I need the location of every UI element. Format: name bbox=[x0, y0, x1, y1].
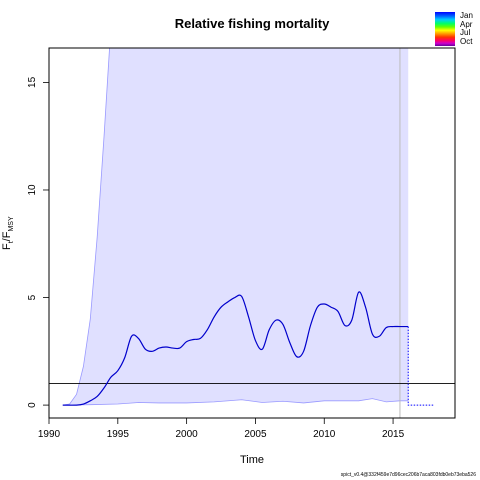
y-tick-label: 15 bbox=[27, 76, 38, 88]
confidence-band bbox=[62, 48, 409, 406]
plot-frame bbox=[48, 47, 456, 419]
chart-title: Relative fishing mortality bbox=[174, 16, 330, 31]
legend-label-jul: Jul bbox=[460, 28, 471, 37]
y-tick-label: 10 bbox=[27, 184, 38, 196]
x-tick-label: 1990 bbox=[38, 429, 61, 440]
month-color-legend: Jan Apr Jul Oct bbox=[435, 12, 480, 46]
y-tick-label: 5 bbox=[27, 294, 38, 300]
x-tick-label: 2010 bbox=[313, 429, 336, 440]
x-tick-label: 2005 bbox=[244, 429, 267, 440]
x-tick-label: 1995 bbox=[107, 429, 130, 440]
x-tick-label: 2000 bbox=[176, 429, 199, 440]
ci-upper-line bbox=[62, 48, 409, 406]
ci-lower-line bbox=[62, 398, 409, 406]
estimate-line bbox=[62, 291, 409, 406]
legend-color-bar bbox=[435, 12, 455, 46]
y-axis-label: Ft/FMSY bbox=[0, 216, 15, 250]
x-axis-label: Time bbox=[239, 454, 265, 466]
y-tick-label: 0 bbox=[27, 402, 38, 408]
x-tick-label: 2015 bbox=[382, 429, 405, 440]
forecast-line bbox=[407, 326, 435, 406]
legend-label-apr: Apr bbox=[460, 19, 473, 29]
legend-label-jan: Jan bbox=[460, 11, 473, 20]
version-footnote: spict_v0.4@332f459e7d96cec206b7aca803fdb… bbox=[340, 472, 476, 478]
legend-label-oct: Oct bbox=[460, 36, 473, 46]
